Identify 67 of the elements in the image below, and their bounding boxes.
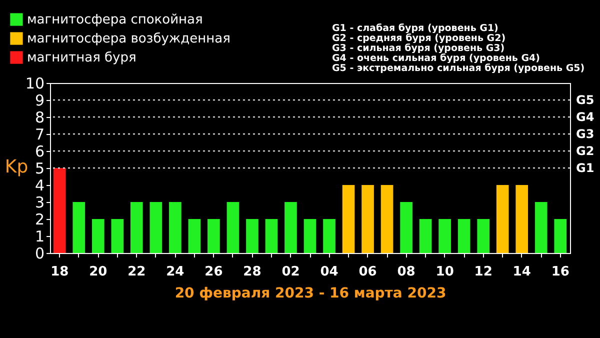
x-tick-label: 16 bbox=[551, 264, 570, 280]
text: G5 - экстремально сильная буря (уровень G5) bbox=[332, 63, 585, 74]
bar bbox=[284, 202, 297, 253]
bar bbox=[534, 202, 548, 253]
legend-label: магнитосфера возбужденная bbox=[27, 32, 230, 46]
ref-line-label: G4 bbox=[576, 110, 594, 124]
bar bbox=[362, 185, 374, 253]
bar bbox=[53, 168, 66, 253]
y-tick-label: 9 bbox=[34, 92, 44, 110]
x-tick-label: 24 bbox=[166, 264, 184, 280]
x-tick-label: 28 bbox=[243, 264, 262, 280]
y-tick-label: 3 bbox=[34, 194, 44, 212]
bar bbox=[226, 202, 240, 253]
ref-line-label: G2 bbox=[576, 144, 594, 158]
bar bbox=[169, 202, 182, 253]
x-tick-label: 26 bbox=[204, 264, 223, 280]
bar bbox=[246, 219, 258, 253]
bar bbox=[380, 185, 394, 253]
y-tick-label: 10 bbox=[25, 74, 44, 92]
x-tick-label: 08 bbox=[397, 264, 416, 280]
bar bbox=[419, 219, 432, 253]
bar bbox=[304, 219, 316, 253]
ref-line-label: G5 bbox=[576, 93, 594, 107]
bar bbox=[400, 202, 412, 253]
text: G3 - сильная буря (уровень G3) bbox=[332, 43, 505, 54]
y-tick-label: 2 bbox=[34, 210, 44, 228]
bar bbox=[265, 219, 278, 253]
bar bbox=[438, 219, 451, 253]
bar bbox=[150, 202, 162, 253]
bar bbox=[130, 202, 143, 253]
x-axis-title: 20 февраля 2023 - 16 марта 2023 bbox=[174, 286, 446, 302]
legend-label: магнитная буря bbox=[27, 50, 136, 66]
y-tick-label: 5 bbox=[34, 160, 44, 178]
bar bbox=[111, 219, 124, 253]
text: G4 - очень сильная буря (уровень G4) bbox=[332, 53, 540, 64]
bar bbox=[496, 185, 509, 253]
x-tick-label: 06 bbox=[358, 264, 377, 280]
bar bbox=[323, 219, 336, 253]
x-tick-label: 22 bbox=[128, 264, 146, 280]
bar bbox=[458, 219, 470, 253]
legend-label: магнитосфера спокойная bbox=[27, 12, 203, 28]
x-tick-label: 12 bbox=[474, 264, 492, 280]
bar bbox=[477, 219, 490, 253]
x-tick-label: 18 bbox=[50, 264, 69, 280]
y-tick-label: 4 bbox=[34, 176, 44, 194]
ref-line-label: G3 bbox=[576, 127, 594, 141]
bar bbox=[92, 219, 104, 253]
bar bbox=[72, 202, 86, 253]
bar bbox=[342, 185, 355, 253]
bar bbox=[554, 219, 567, 253]
y-axis-title: Kp bbox=[4, 156, 28, 178]
x-tick-label: 10 bbox=[436, 264, 454, 280]
y-tick-label: 7 bbox=[34, 126, 44, 144]
x-tick-label: 02 bbox=[282, 264, 300, 280]
x-tick-label: 20 bbox=[89, 264, 108, 280]
y-tick-label: 6 bbox=[34, 142, 44, 160]
x-tick-label: 14 bbox=[512, 264, 531, 280]
text: G2 - средняя буря (уровень G2) bbox=[332, 33, 506, 44]
y-tick-label: 1 bbox=[34, 228, 44, 246]
text: G1 - слабая буря (уровень G1) bbox=[332, 23, 498, 34]
x-tick-label: 04 bbox=[320, 264, 338, 280]
ref-line-label: G1 bbox=[576, 161, 594, 175]
bar bbox=[516, 185, 528, 253]
bar bbox=[188, 219, 201, 253]
y-tick-label: 0 bbox=[34, 244, 44, 262]
bar bbox=[208, 219, 220, 253]
y-tick-label: 8 bbox=[34, 108, 44, 126]
